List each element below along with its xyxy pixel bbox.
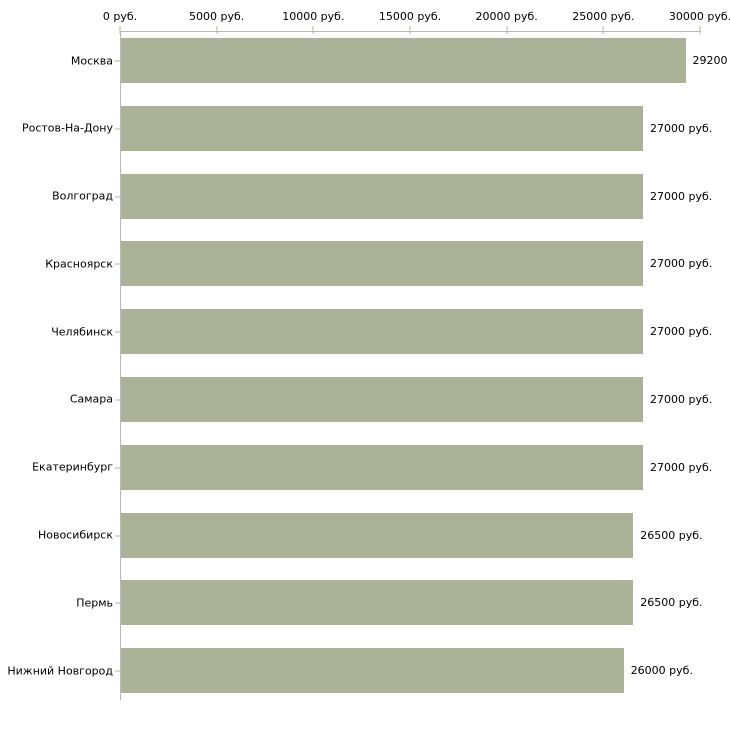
bar-row: Нижний Новгород 26000 руб. [0, 645, 730, 713]
x-axis-tick [699, 26, 701, 34]
x-axis-tick-label: 20000 руб. [475, 10, 538, 23]
bar-row: Москва 29200 руб. [0, 35, 730, 103]
category-tick [115, 534, 120, 537]
bar [121, 38, 686, 83]
bar-row: Новосибирск 26500 руб. [0, 510, 730, 578]
x-axis-tick [312, 26, 315, 34]
bar [121, 309, 643, 355]
value-label: 26500 руб. [640, 528, 703, 542]
category-label: Волгоград [52, 189, 113, 203]
category-label: Самара [69, 392, 113, 406]
category-tick [115, 602, 120, 605]
category-label: Нижний Новгород [7, 664, 113, 678]
category-tick [115, 263, 120, 266]
x-axis-tick [119, 26, 121, 34]
bar [121, 105, 643, 151]
category-label: Новосибирск [37, 528, 113, 542]
bar [121, 376, 643, 422]
category-label: Ростов-На-Дону [21, 121, 113, 135]
value-label: 26500 руб. [640, 596, 703, 610]
x-axis-tick-label: 5000 руб. [189, 10, 245, 23]
bar-rows: Москва 29200 руб. Ростов-На-Дону 27000 р… [0, 35, 730, 713]
category-tick [115, 466, 120, 469]
x-axis-tick-label: 30000 руб. [668, 10, 730, 23]
bar-row: Челябинск 27000 руб. [0, 306, 730, 374]
x-axis-tick [505, 26, 508, 34]
bar-row: Самара 27000 руб. [0, 374, 730, 442]
category-label: Пермь [76, 596, 113, 610]
bar [121, 173, 643, 219]
category-tick [115, 195, 120, 198]
value-label: 29200 руб. [692, 54, 730, 67]
bar [121, 241, 643, 287]
bar-row: Волгоград 27000 руб. [0, 171, 730, 239]
value-label: 27000 руб. [650, 460, 713, 474]
category-label: Челябинск [51, 325, 113, 339]
bar [121, 512, 634, 558]
category-label: Красноярск [45, 257, 113, 271]
value-label: 27000 руб. [650, 121, 713, 135]
bar-row: Ростов-На-Дону 27000 руб. [0, 103, 730, 171]
y-axis-line [120, 31, 121, 700]
value-label: 27000 руб. [650, 257, 713, 271]
category-tick [115, 60, 120, 62]
value-label: 27000 руб. [650, 325, 713, 339]
category-tick [115, 127, 120, 130]
bar-row: Екатеринбург 27000 руб. [0, 442, 730, 510]
value-label: 26000 руб. [630, 664, 693, 678]
value-label: 27000 руб. [650, 189, 713, 203]
x-axis-tick [602, 26, 605, 34]
x-axis-tick-label: 10000 руб. [282, 10, 345, 23]
bar [121, 648, 624, 694]
x-axis-tick [409, 26, 411, 34]
category-label: Москва [70, 54, 113, 67]
value-label: 27000 руб. [650, 392, 713, 406]
bar [121, 444, 643, 490]
bar-row: Пермь 26500 руб. [0, 577, 730, 645]
bar-row: Красноярск 27000 руб. [0, 238, 730, 306]
x-axis-tick [215, 26, 218, 34]
x-axis-tick-label: 25000 руб. [572, 10, 635, 23]
bar [121, 580, 634, 626]
category-tick [115, 331, 120, 334]
category-tick [115, 670, 120, 673]
category-tick [115, 398, 120, 401]
x-axis-tick-label: 15000 руб. [378, 10, 442, 23]
x-axis-line [120, 31, 701, 32]
x-axis-tick-label: 0 руб. [102, 10, 138, 23]
category-label: Екатеринбург [32, 460, 113, 474]
